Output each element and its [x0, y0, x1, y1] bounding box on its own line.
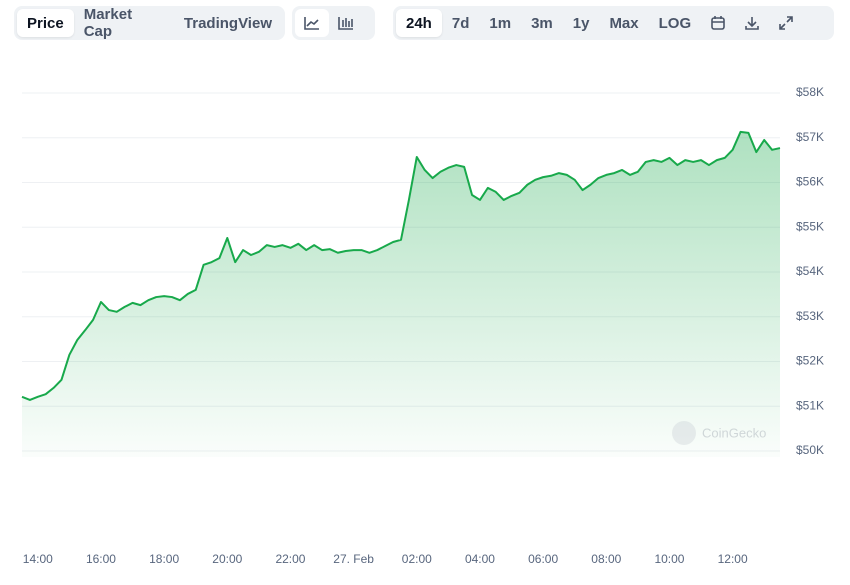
- candle-icon: [338, 17, 353, 30]
- fullscreen-button[interactable]: [769, 9, 803, 37]
- range-tab[interactable]: 1m: [489, 14, 512, 32]
- line-chart-button[interactable]: [295, 9, 329, 37]
- watermark: CoinGecko: [672, 421, 766, 445]
- x-tick-label: 12:00: [718, 552, 748, 566]
- y-tick-label: $50K: [796, 443, 824, 457]
- y-tick-label: $58K: [796, 85, 824, 99]
- download-icon: [745, 17, 759, 30]
- view-tab[interactable]: TradingView: [183, 14, 272, 32]
- range-tab[interactable]: LOG: [658, 14, 692, 32]
- y-tick-label: $51K: [796, 398, 824, 412]
- y-tick-label: $53K: [796, 309, 824, 323]
- x-tick-label: 14:00: [23, 552, 53, 566]
- view-tab[interactable]: Market Cap: [83, 6, 133, 40]
- x-tick-label: 10:00: [654, 552, 684, 566]
- x-tick-label: 22:00: [275, 552, 305, 566]
- view-tab[interactable]: Price: [17, 9, 74, 37]
- range-tab[interactable]: 3m: [531, 14, 553, 32]
- range-tab[interactable]: Max: [609, 14, 639, 32]
- x-tick-label: 08:00: [591, 552, 621, 566]
- range-tab[interactable]: 7d: [451, 14, 470, 32]
- price-line: [21, 130, 781, 401]
- watermark-text: CoinGecko: [702, 425, 766, 440]
- view-tabs: Price Market Cap TradingView: [14, 6, 285, 40]
- y-tick-label: $55K: [796, 219, 824, 233]
- area-fill: [22, 131, 780, 457]
- calendar-button[interactable]: [701, 9, 735, 37]
- y-tick-label: $52K: [796, 354, 824, 368]
- y-tick-label: $56K: [796, 175, 824, 189]
- x-tick-label: 20:00: [212, 552, 242, 566]
- candle-chart-button[interactable]: [329, 9, 363, 37]
- download-button[interactable]: [735, 9, 769, 37]
- y-tick-label: $54K: [796, 264, 824, 278]
- range-tabs: 24h 7d 1m 3m 1y Max LOG: [393, 6, 834, 40]
- range-tab[interactable]: 24h: [396, 9, 442, 37]
- fullscreen-icon: [779, 16, 793, 30]
- y-tick-label: $57K: [796, 130, 824, 144]
- chart-style-tabs: [292, 6, 375, 40]
- range-tab[interactable]: 1y: [572, 14, 590, 32]
- x-tick-label: 27. Feb: [333, 552, 374, 566]
- x-tick-label: 16:00: [86, 552, 116, 566]
- calendar-icon: [711, 16, 725, 30]
- x-tick-label: 18:00: [149, 552, 179, 566]
- x-tick-label: 04:00: [465, 552, 495, 566]
- x-tick-label: 02:00: [402, 552, 432, 566]
- x-tick-label: 06:00: [528, 552, 558, 566]
- line-icon: [304, 17, 319, 30]
